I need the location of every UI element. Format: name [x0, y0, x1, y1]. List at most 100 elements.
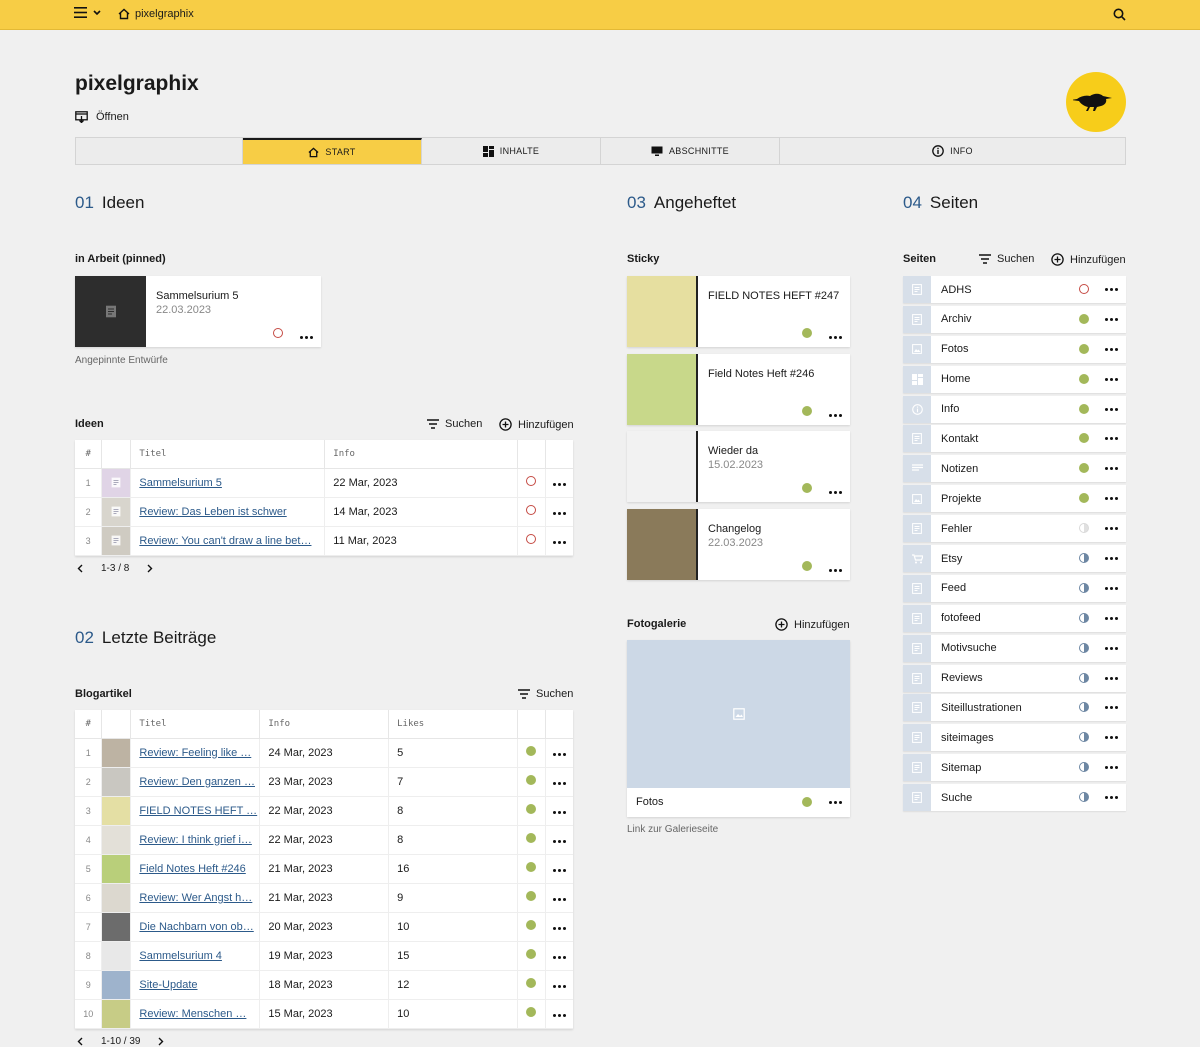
status-published-icon[interactable] — [526, 891, 537, 901]
row-actions[interactable] — [545, 796, 573, 826]
row-actions[interactable] — [545, 912, 573, 942]
table-row[interactable]: 3 Review: You can't draw a line bet… 11 Ma… — [75, 526, 573, 556]
row-actions[interactable] — [545, 468, 573, 498]
more-options-icon[interactable] — [552, 781, 566, 785]
row-title-link[interactable]: Review: Wer Angst h… — [139, 891, 253, 904]
status-published-icon[interactable] — [1079, 343, 1089, 354]
status-published-icon[interactable] — [526, 978, 537, 988]
row-title-link[interactable]: Review: Menschen … — [139, 1007, 247, 1020]
status-unlisted-icon[interactable] — [1079, 642, 1089, 653]
status-published-icon[interactable] — [802, 561, 812, 572]
more-options-icon[interactable] — [1105, 467, 1118, 471]
row-title-link[interactable]: Sammelsurium 5 — [139, 476, 222, 489]
more-options-icon[interactable] — [552, 482, 566, 486]
page-item[interactable]: Home — [903, 365, 1126, 393]
row-title[interactable]: Review: Den ganzen … — [130, 767, 261, 797]
status-draft-icon[interactable] — [273, 328, 283, 338]
chevron-right-icon[interactable] — [158, 1037, 164, 1046]
more-options-icon[interactable] — [829, 413, 842, 417]
row-actions[interactable] — [545, 999, 573, 1029]
ideas-search-button[interactable]: Suchen — [427, 418, 482, 430]
tab-start[interactable]: START — [243, 138, 422, 164]
more-options-icon[interactable] — [552, 1013, 566, 1017]
row-status[interactable] — [517, 497, 546, 527]
status-published-icon[interactable] — [1079, 433, 1089, 444]
status-unlisted-icon[interactable] — [1079, 612, 1089, 623]
more-options-icon[interactable] — [1105, 557, 1118, 561]
more-options-icon[interactable] — [1105, 288, 1118, 291]
more-options-icon[interactable] — [829, 801, 842, 804]
gallery-add-button[interactable]: Hinzufügen — [775, 618, 850, 631]
column-header[interactable]: Likes — [388, 710, 518, 739]
status-published-icon[interactable] — [526, 949, 537, 959]
status-published-icon[interactable] — [1079, 493, 1089, 504]
status-draft-icon[interactable] — [1079, 284, 1089, 294]
row-status[interactable] — [517, 912, 546, 942]
row-actions[interactable] — [545, 970, 573, 1000]
status-published-icon[interactable] — [802, 797, 812, 807]
page-item[interactable]: Kontakt — [903, 425, 1126, 453]
table-row[interactable]: 1 Sammelsurium 5 22 Mar, 2023 — [75, 468, 573, 498]
status-unlisted-icon[interactable] — [1079, 762, 1089, 773]
page-item[interactable]: Feed — [903, 574, 1126, 602]
row-status[interactable] — [517, 941, 546, 971]
site-link[interactable]: pixelgraphix — [118, 8, 194, 20]
page-item[interactable]: Suche — [903, 784, 1126, 812]
table-row[interactable]: 7 Die Nachbarn von ob… 20 Mar, 2023 10 — [75, 912, 573, 942]
page-item[interactable]: Siteillustrationen — [903, 694, 1126, 722]
more-options-icon[interactable] — [300, 336, 313, 339]
search-button[interactable] — [1113, 8, 1126, 26]
row-title[interactable]: Review: You can't draw a line bet… — [130, 526, 326, 556]
more-options-icon[interactable] — [1105, 347, 1118, 351]
more-options-icon[interactable] — [829, 336, 842, 339]
row-title[interactable]: FIELD NOTES HEFT … — [130, 796, 261, 826]
column-header[interactable]: Info — [259, 710, 390, 739]
row-actions[interactable] — [545, 854, 573, 884]
row-status[interactable] — [517, 468, 546, 498]
page-item[interactable]: Info — [903, 395, 1126, 423]
more-options-icon[interactable] — [1105, 646, 1118, 650]
table-row[interactable]: 9 Site-Update 18 Mar, 2023 12 — [75, 970, 573, 1000]
column-header[interactable]: Titel — [130, 710, 261, 739]
more-options-icon[interactable] — [1105, 736, 1118, 740]
page-item[interactable]: Etsy — [903, 545, 1126, 573]
more-options-icon[interactable] — [552, 868, 566, 872]
row-title[interactable]: Sammelsurium 5 — [130, 468, 326, 498]
pinned-card[interactable]: Sammelsurium 5 22.03.2023 — [75, 276, 321, 347]
more-options-icon[interactable] — [1105, 676, 1118, 680]
row-status[interactable] — [517, 738, 546, 768]
sticky-card[interactable]: Field Notes Heft #246 — [627, 353, 850, 425]
menu-button[interactable] — [74, 7, 101, 18]
row-title-link[interactable]: Review: Feeling like … — [139, 746, 252, 759]
row-actions[interactable] — [545, 526, 573, 556]
more-options-icon[interactable] — [1105, 766, 1118, 770]
status-error-icon[interactable] — [1079, 523, 1089, 534]
page-item[interactable]: ADHS — [903, 276, 1126, 303]
status-published-icon[interactable] — [526, 862, 537, 872]
more-options-icon[interactable] — [552, 511, 566, 515]
status-published-icon[interactable] — [1079, 403, 1089, 414]
page-item[interactable]: Motivsuche — [903, 634, 1126, 662]
row-status[interactable] — [517, 999, 546, 1029]
status-draft-icon[interactable] — [526, 534, 537, 544]
status-published-icon[interactable] — [1079, 373, 1089, 384]
page-item[interactable]: Fotos — [903, 335, 1126, 363]
table-row[interactable]: 5 Field Notes Heft #246 21 Mar, 2023 16 — [75, 854, 573, 884]
status-published-icon[interactable] — [802, 328, 812, 338]
status-unlisted-icon[interactable] — [1079, 672, 1089, 683]
row-title[interactable]: Field Notes Heft #246 — [130, 854, 261, 884]
more-options-icon[interactable] — [552, 810, 566, 814]
status-published-icon[interactable] — [802, 405, 812, 416]
row-title-link[interactable]: Review: Das Leben ist schwer — [139, 505, 287, 518]
page-item[interactable]: Sitemap — [903, 754, 1126, 782]
column-header[interactable]: Info — [324, 440, 518, 469]
tab-abschnitte[interactable]: ABSCHNITTE — [601, 138, 780, 164]
chevron-right-icon[interactable] — [147, 564, 153, 573]
pages-search-button[interactable]: Suchen — [979, 253, 1034, 265]
row-title[interactable]: Site-Update — [130, 970, 261, 1000]
row-actions[interactable] — [545, 497, 573, 527]
status-published-icon[interactable] — [526, 746, 537, 756]
row-title[interactable]: Review: Feeling like … — [130, 738, 261, 768]
status-published-icon[interactable] — [802, 483, 812, 494]
more-options-icon[interactable] — [1105, 527, 1118, 531]
